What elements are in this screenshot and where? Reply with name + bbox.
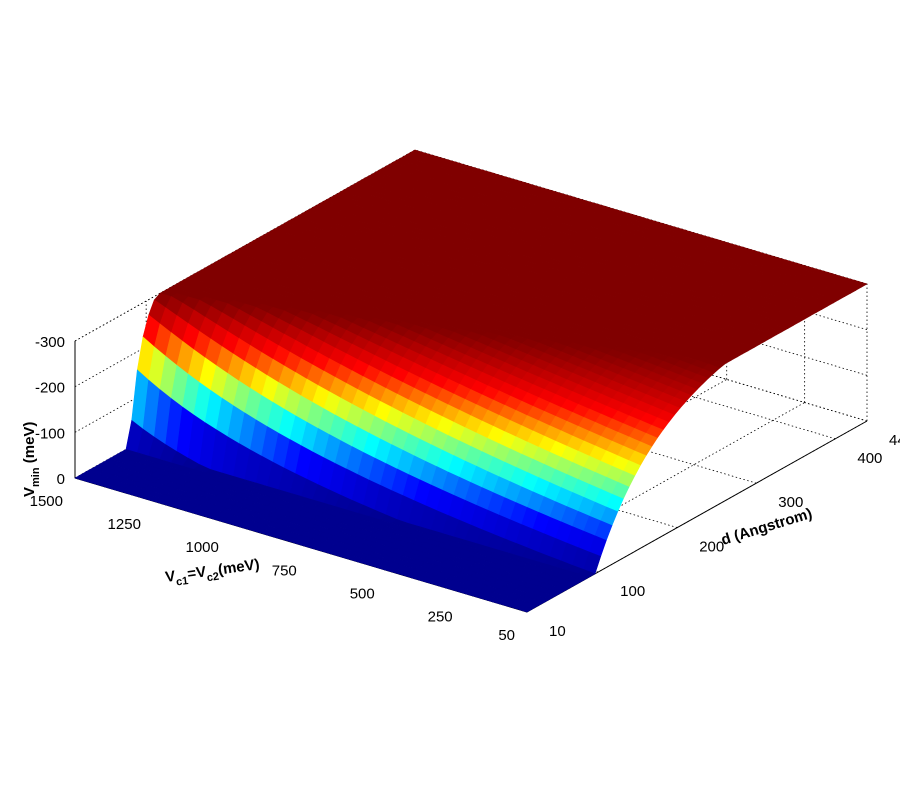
x-tick-label: 10 [549,623,566,640]
z-axis-label-unit: (meV) [21,422,38,468]
tick-labels: 10 100 200 300 400 440 50 250 500 750 1000 1250 1500… [30,334,900,644]
y-tick-label: 50 [498,627,515,644]
y-tick-label: 500 [350,585,375,602]
y-tick-label: 750 [272,562,297,579]
z-tick-label: -200 [35,380,65,397]
x-axis-label: d (Angstrom) [719,505,814,549]
x-tick-label: 300 [778,494,803,511]
y-tick-label: 1250 [108,516,141,533]
x-tick-label: 400 [857,450,882,467]
z-tick-label: -300 [35,334,65,351]
y-axis-label: Vc1=Vc2(meV) [164,556,261,590]
x-tick-label: 100 [620,583,645,600]
z-tick-label: 0 [57,471,65,488]
surface-patch [514,605,534,613]
surface [74,149,868,613]
z-axis-label-base: V [21,487,38,497]
y-axis-label-base: V [164,568,176,586]
x-tick-label: 200 [699,539,724,556]
y-axis-label-sub2: c2 [206,571,220,585]
y-tick-label: 1500 [30,493,63,510]
y-axis-label-unit: (meV) [217,556,261,579]
y-tick-label: 250 [428,609,453,626]
y-axis-label-sub1: c1 [175,575,189,589]
y-axis-label-eq: =V [186,563,207,582]
z-axis-label: Vmin (meV) [21,422,42,497]
z-tick-label: -100 [35,425,65,442]
z-axis-label-sub: min [30,467,42,487]
y-tick-label: 1000 [185,539,218,556]
x-tick-label: 440 [889,432,900,449]
